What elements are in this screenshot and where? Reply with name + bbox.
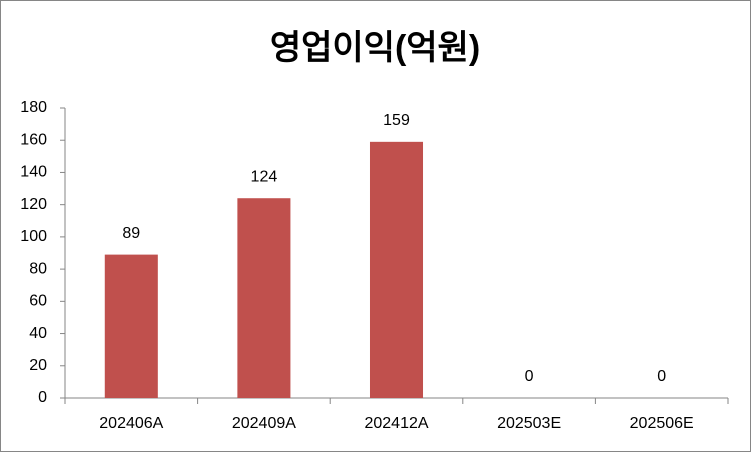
y-tick-label: 40 [29, 325, 47, 342]
y-tick-label: 100 [20, 228, 47, 245]
x-tick-label: 202503E [497, 415, 561, 432]
y-tick-label: 80 [29, 260, 47, 277]
x-tick-label: 202406A [99, 415, 163, 432]
x-tick-label: 202412A [364, 415, 428, 432]
y-tick-label: 120 [20, 196, 47, 213]
y-tick-label: 0 [38, 389, 47, 406]
y-tick-label: 140 [20, 164, 47, 181]
chart-title: 영업이익(억원) [270, 29, 480, 67]
data-label: 0 [525, 368, 534, 385]
y-tick-label: 180 [20, 99, 47, 116]
y-tick-label: 20 [29, 357, 47, 374]
bar [104, 254, 158, 398]
data-label: 0 [657, 368, 666, 385]
data-label: 89 [122, 225, 140, 242]
y-tick-label: 160 [20, 131, 47, 148]
data-label: 124 [251, 168, 278, 185]
data-label: 159 [383, 112, 410, 129]
bar [237, 198, 291, 398]
y-tick-label: 60 [29, 293, 47, 310]
bar [369, 141, 424, 399]
x-tick-label: 202409A [232, 415, 296, 432]
x-tick-label: 202506E [630, 415, 694, 432]
